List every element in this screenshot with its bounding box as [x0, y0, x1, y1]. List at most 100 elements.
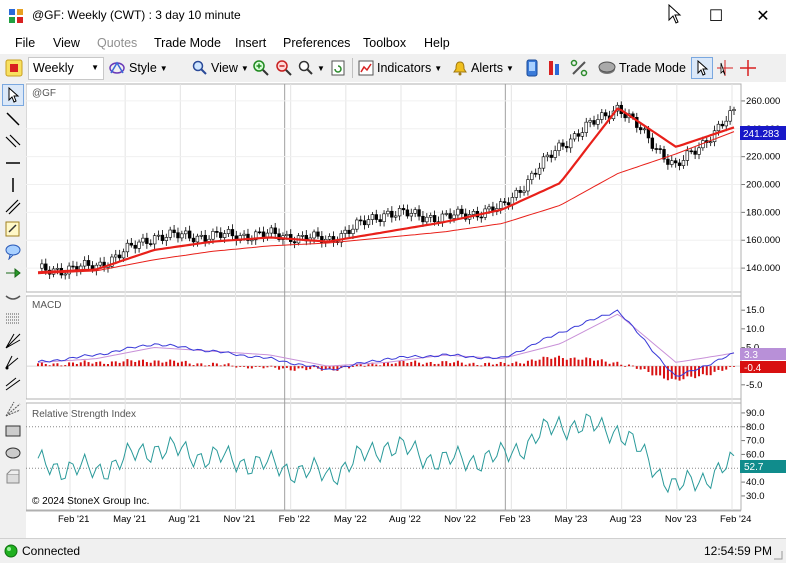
macd-histogram-bar — [678, 366, 681, 381]
arc-tool-icon[interactable] — [4, 288, 22, 306]
crosshair-cursor-icon[interactable] — [715, 59, 735, 77]
zoom-out-icon[interactable] — [275, 59, 293, 77]
maximize-button[interactable]: ☐ — [693, 0, 739, 31]
resize-grip-icon[interactable] — [772, 549, 784, 561]
candle-body — [506, 202, 511, 206]
view-button[interactable]: View ▼ — [192, 58, 249, 78]
pitchfork-tool-icon[interactable] — [4, 354, 22, 372]
candle-body — [117, 254, 122, 259]
candle-body — [219, 232, 223, 238]
pointer-icon — [697, 59, 709, 76]
menu-preferences[interactable]: Preferences — [283, 36, 351, 50]
macd-histogram-bar — [239, 366, 242, 367]
macd-title: MACD — [32, 300, 61, 311]
style-button[interactable]: Style ▼ — [129, 58, 168, 78]
pencil-tool-icon[interactable] — [4, 220, 22, 238]
macd-histogram-bar — [538, 359, 541, 367]
fibonacci-tool-icon[interactable] — [4, 310, 22, 328]
x-tick-label: Feb '22 — [279, 514, 310, 525]
regression-tool-icon[interactable] — [4, 376, 22, 394]
tools-icon[interactable] — [570, 59, 588, 77]
candle-body — [522, 190, 526, 193]
candle-body — [460, 208, 464, 215]
refresh-icon[interactable] — [330, 59, 346, 77]
fan-lines-tool-icon[interactable] — [4, 400, 22, 418]
candle-body — [576, 133, 581, 137]
macd-histogram-bar — [569, 358, 572, 367]
macd-histogram-bar — [262, 366, 265, 369]
macd-histogram-bar — [246, 366, 249, 369]
arrow-tool-icon[interactable] — [4, 264, 22, 282]
macd-histogram-bar — [87, 362, 90, 367]
macd-histogram-bar — [635, 366, 638, 369]
menu-insert[interactable]: Insert — [235, 36, 267, 50]
phone-icon[interactable] — [524, 59, 540, 77]
macd-histogram-bar — [620, 364, 623, 367]
menu-file[interactable]: File — [15, 36, 36, 50]
channel-tool-icon[interactable] — [4, 198, 22, 216]
candle-body — [425, 216, 429, 223]
menu-view[interactable]: View — [53, 36, 80, 50]
candle-body — [537, 167, 542, 175]
macd-histogram-bar — [173, 360, 176, 367]
candle-body — [499, 201, 503, 209]
candle-body — [409, 213, 413, 217]
interval-select[interactable]: Weekly ▼ — [28, 57, 104, 80]
menu-quotes[interactable]: Quotes — [97, 36, 138, 50]
macd-histogram-bar — [379, 365, 382, 367]
close-button[interactable]: ✕ — [740, 0, 786, 31]
trendline-tool-icon[interactable] — [4, 110, 22, 128]
indicators-button[interactable]: Indicators ▼ — [358, 58, 442, 78]
parallel-lines-tool-icon[interactable] — [4, 132, 22, 150]
order-bar-icon[interactable] — [547, 59, 563, 77]
select-tool-button[interactable] — [2, 84, 24, 106]
price-chart[interactable]: Feb '21 May '21 Aug '21 Nov '21 Feb '22 May '… — [25, 82, 786, 538]
menu-toolbox[interactable]: Toolbox — [363, 36, 407, 50]
price-tick-label: 160.000 — [746, 235, 780, 246]
text-note-tool-icon[interactable] — [4, 242, 22, 260]
alerts-button[interactable]: Alerts ▼ — [452, 58, 514, 78]
symbol-link-icon[interactable] — [5, 59, 23, 77]
view-label: View — [211, 61, 238, 75]
rsi-tick-label: 40.0 — [746, 477, 765, 488]
macd-histogram-bar — [418, 362, 421, 367]
candle-body — [339, 233, 343, 243]
macd-histogram-bar — [332, 366, 335, 371]
candle-body — [673, 160, 678, 164]
zoom-in-icon[interactable] — [252, 59, 270, 77]
macd-histogram-bar — [83, 360, 86, 367]
menu-trade-mode[interactable]: Trade Mode — [154, 36, 221, 50]
chart-area[interactable]: Feb '21 May '21 Aug '21 Nov '21 Feb '22 May '… — [25, 82, 786, 538]
candle-body — [71, 265, 75, 268]
macd-histogram-bar — [60, 365, 63, 367]
macd-histogram-bar — [99, 361, 102, 367]
macd-histogram-bar — [421, 364, 424, 367]
candle-body — [110, 256, 114, 267]
trade-mode-label: Trade Mode — [619, 61, 686, 75]
rectangle-tool-icon[interactable] — [4, 422, 22, 440]
pointer-tool-button[interactable] — [691, 57, 713, 79]
caret-down-icon: ▼ — [240, 63, 249, 73]
macd-histogram-bar — [75, 363, 78, 367]
eraser-tool-icon[interactable] — [4, 468, 22, 486]
gann-fan-tool-icon[interactable] — [4, 332, 22, 350]
macd-histogram-bar — [309, 366, 312, 370]
crosshair-icon[interactable] — [739, 59, 757, 77]
macd-histogram-bar — [464, 364, 467, 367]
macd-histogram-bar — [577, 359, 580, 367]
vertical-line-tool-icon[interactable] — [4, 176, 22, 194]
candle-body — [417, 209, 421, 217]
candle-body — [246, 233, 250, 241]
macd-histogram-bar — [320, 366, 323, 371]
candle-body — [191, 237, 196, 243]
candle-body — [300, 235, 305, 237]
candle-body — [471, 211, 476, 215]
zoom-options-button[interactable]: ▼ — [298, 58, 325, 78]
x-tick-label: Feb '21 — [58, 514, 89, 525]
ellipse-tool-icon[interactable] — [4, 444, 22, 462]
candle-body — [405, 209, 410, 217]
horizontal-line-tool-icon[interactable] — [4, 154, 22, 172]
candle-body — [584, 121, 588, 133]
trade-mode-button[interactable]: Trade Mode — [598, 58, 686, 78]
menu-help[interactable]: Help — [424, 36, 450, 50]
